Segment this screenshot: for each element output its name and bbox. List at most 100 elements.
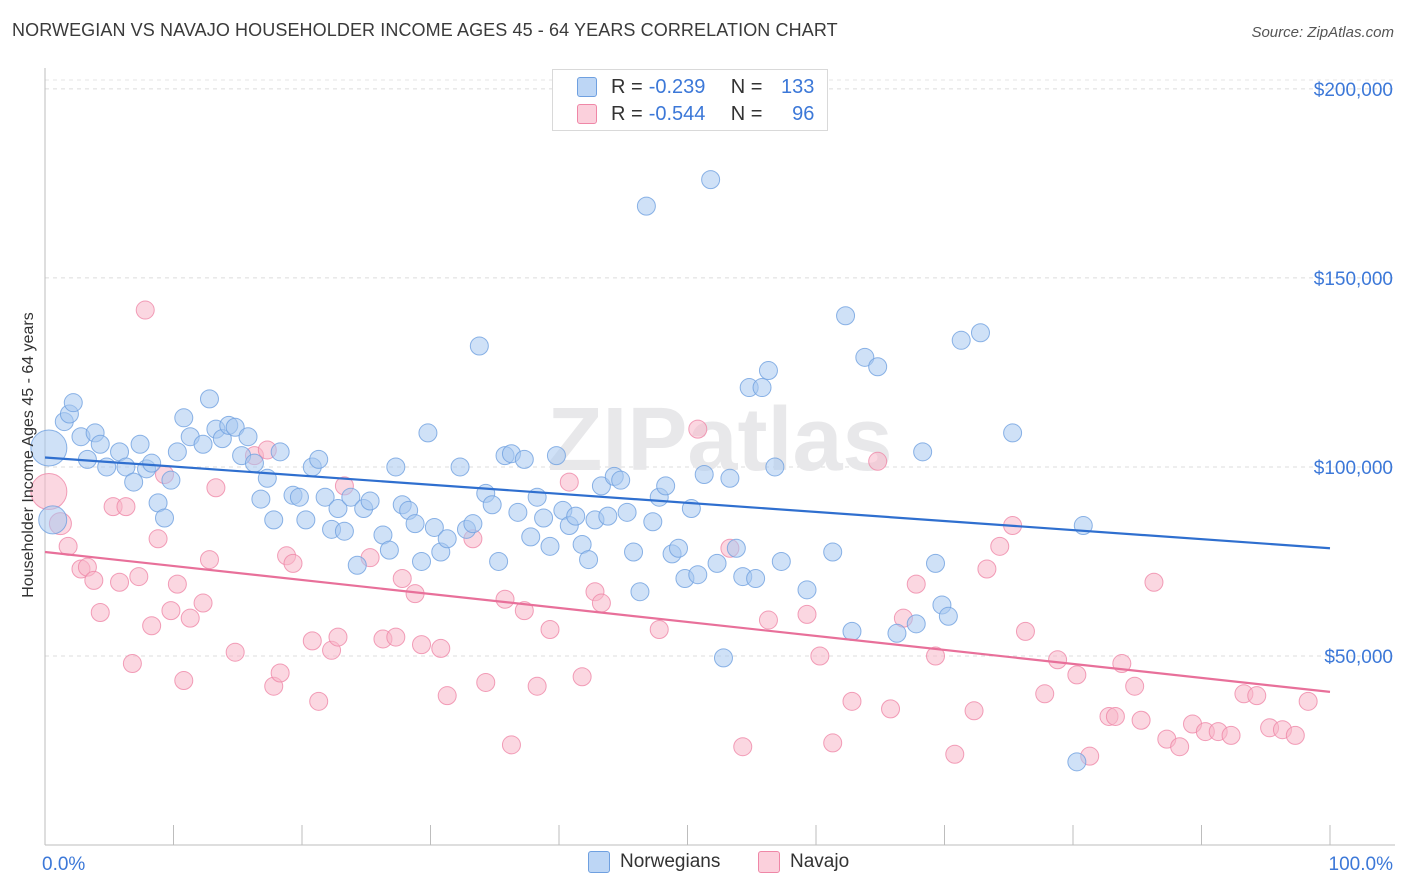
data-point-navajo	[990, 536, 1010, 556]
data-point-navajo	[180, 608, 200, 628]
data-point-norwegians	[489, 551, 509, 571]
y-axis-label: Householder Income Ages 45 - 64 years	[20, 312, 37, 598]
data-point-navajo	[514, 601, 534, 621]
data-point-navajo	[135, 300, 155, 320]
data-point-navajo	[437, 686, 457, 706]
data-point-norwegians	[360, 491, 380, 511]
data-point-norwegians	[296, 510, 316, 530]
data-point-navajo	[797, 604, 817, 624]
data-point-norwegians	[418, 423, 438, 443]
legend-swatch-navajo	[758, 851, 780, 873]
data-point-norwegians	[386, 457, 406, 477]
data-point-navajo	[977, 559, 997, 579]
data-point-norwegians	[926, 553, 946, 573]
data-point-navajo	[758, 610, 778, 630]
data-point-norwegians	[713, 648, 733, 668]
data-point-navajo	[84, 570, 104, 590]
data-point-norwegians	[598, 506, 618, 526]
y-tick-label: $50,000	[1324, 647, 1393, 668]
data-point-norwegians	[469, 336, 489, 356]
legend-label-navajo: Navajo	[790, 851, 850, 872]
data-point-norwegians	[167, 442, 187, 462]
data-point-norwegians	[238, 427, 258, 447]
data-point-norwegians	[315, 487, 335, 507]
legend-n-value: 96	[792, 102, 815, 125]
tick-labels: $50,000 $100,000 $150,000 $200,000 0.0% 100.0…	[42, 80, 1393, 875]
data-point-norwegians	[328, 499, 348, 519]
data-point-norwegians	[906, 614, 926, 634]
data-point-norwegians	[161, 470, 181, 490]
data-point-norwegians	[579, 550, 599, 570]
data-point-norwegians	[726, 538, 746, 558]
data-point-norwegians	[630, 582, 650, 602]
data-point-navajo	[649, 620, 669, 640]
data-point-norwegians	[251, 489, 271, 509]
data-point-navajo	[58, 536, 78, 556]
data-point-norwegians	[405, 514, 425, 534]
data-point-norwegians	[1067, 752, 1087, 772]
data-point-navajo	[148, 529, 168, 549]
data-point-norwegians	[289, 487, 309, 507]
data-point-norwegians	[970, 323, 990, 343]
data-point-norwegians	[566, 506, 586, 526]
data-point-norwegians	[887, 623, 907, 643]
data-point-navajo	[868, 451, 888, 471]
data-point-navajo	[1247, 686, 1267, 706]
data-point-norwegians	[334, 521, 354, 541]
data-point-norwegians	[142, 453, 162, 473]
axes	[44, 68, 1395, 846]
data-point-norwegians	[379, 540, 399, 560]
data-point-navajo	[810, 646, 830, 666]
data-point-navajo	[1048, 650, 1068, 670]
data-point-norwegians	[424, 517, 444, 537]
data-point-navajo	[945, 744, 965, 764]
y-tick-label: $200,000	[1314, 80, 1393, 101]
data-point-navajo	[386, 627, 406, 647]
data-point-norwegians	[546, 446, 566, 466]
legend-item-navajo[interactable]: Navajo	[758, 851, 849, 873]
data-point-navajo	[309, 691, 329, 711]
data-point-norwegians	[591, 476, 611, 496]
legend-item-norwegians[interactable]: Norwegians	[588, 851, 720, 873]
data-point-norwegians	[694, 465, 714, 485]
data-point-norwegians	[752, 378, 772, 398]
legend-swatch-norwegians	[588, 851, 610, 873]
data-point-navajo	[1144, 572, 1164, 592]
data-point-navajo	[174, 671, 194, 691]
data-point-navajo	[161, 601, 181, 621]
data-point-navajo	[823, 733, 843, 753]
data-points	[30, 170, 1318, 772]
data-point-navajo	[1170, 737, 1190, 757]
data-point-norwegians	[868, 357, 888, 377]
data-point-norwegians	[514, 449, 534, 469]
data-point-navajo	[431, 638, 451, 658]
data-point-norwegians	[656, 476, 676, 496]
data-point-norwegians	[63, 393, 83, 413]
data-point-norwegians	[836, 306, 856, 326]
trend-lines	[44, 456, 1331, 693]
legend-label-norwegians: Norwegians	[620, 851, 721, 872]
data-point-norwegians	[264, 510, 284, 530]
data-point-norwegians	[611, 470, 631, 490]
legend-r-label: R =	[611, 102, 643, 125]
data-point-norwegians	[701, 170, 721, 190]
trend-line-navajo	[44, 550, 1331, 693]
data-point-navajo	[1105, 706, 1125, 726]
source-label: Source: ZipAtlas.com	[1251, 24, 1394, 41]
data-point-navajo	[328, 627, 348, 647]
data-point-norwegians	[130, 434, 150, 454]
data-point-navajo	[540, 620, 560, 640]
data-point-navajo	[1221, 725, 1241, 745]
legend-swatch-norwegians	[577, 77, 597, 97]
data-point-norwegians	[669, 538, 689, 558]
data-point-navajo	[110, 572, 130, 592]
data-point-norwegians	[244, 453, 264, 473]
chart-title: NORWEGIAN VS NAVAJO HOUSEHOLDER INCOME A…	[12, 20, 838, 40]
x-tick-label-max: 100.0%	[1329, 854, 1394, 875]
data-point-navajo	[1015, 621, 1035, 641]
correlation-legend: R = -0.239 N = 133 R = -0.544 N = 96	[552, 69, 828, 131]
legend-row-navajo: R = -0.544 N = 96	[577, 101, 814, 127]
data-point-navajo	[881, 699, 901, 719]
legend-swatch-navajo	[577, 104, 597, 124]
data-point-norwegians	[720, 468, 740, 488]
